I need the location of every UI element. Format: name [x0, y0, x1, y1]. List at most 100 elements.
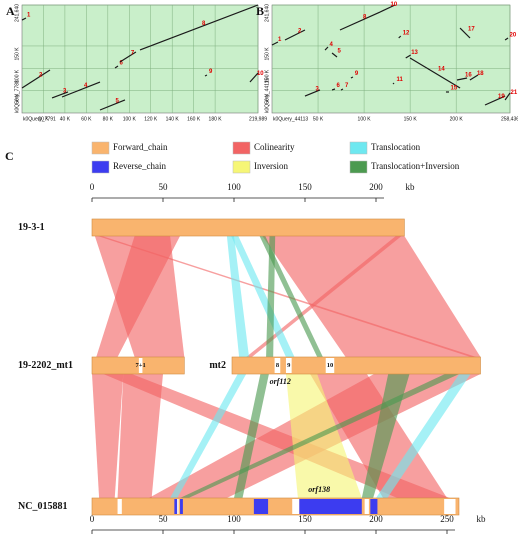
segment-label: 1 [278, 37, 282, 43]
legend-label: Inversion [254, 161, 288, 171]
chain-segment [253, 499, 269, 514]
segment-label: 9 [209, 69, 213, 75]
synteny-ribbon [180, 374, 460, 498]
legend-swatch [349, 141, 368, 155]
segment-label: 11 [397, 77, 404, 83]
y-tick-label: 241,640 [14, 4, 20, 22]
segment-label: 14 [438, 67, 445, 73]
chromosome-bar [91, 497, 460, 516]
tick-label: 150 [298, 514, 312, 524]
legend-swatch [91, 160, 110, 174]
x-tick-label: 20 K [38, 116, 49, 122]
alignment-segment [340, 88, 344, 91]
alignment-segment [405, 54, 412, 59]
alignment-segment [21, 17, 27, 21]
alignment-segment [99, 99, 126, 111]
y-axis-label: k0Query_7788 [14, 80, 20, 113]
legend-label: Colinearity [254, 142, 295, 152]
x-tick-label: 120 K [144, 116, 158, 122]
segment-label: 15 [450, 86, 457, 92]
synteny-ribbon [170, 374, 247, 498]
legend-swatch [232, 141, 251, 155]
alignment-segment [284, 29, 306, 41]
track-name: 19-3-1 [18, 222, 45, 233]
segment-label: 20 [510, 33, 517, 39]
panel-label: B [256, 4, 264, 18]
panel-label: A [6, 4, 15, 18]
segment-label: 10 [257, 71, 264, 77]
segment-label: 16 [465, 73, 472, 79]
chromosome-bar [91, 356, 185, 375]
tick-label: 0 [90, 514, 95, 524]
alignment-segment [392, 82, 395, 85]
x-tick-label: 60 K [81, 116, 92, 122]
segment-label: 5 [115, 99, 119, 105]
region-label: 10 [327, 362, 334, 369]
alignment-segment [139, 4, 259, 51]
synteny-ribbon [231, 236, 295, 357]
x-tick-label: 150 K [404, 116, 418, 122]
segment-label: 21 [511, 90, 518, 96]
alignment-segment [61, 81, 101, 98]
x-axis-label: k0Query_7791 [23, 116, 56, 122]
segment-label: 12 [403, 31, 410, 37]
chain-segment [138, 358, 143, 373]
segment-label: 2 [39, 73, 43, 79]
alignment-segment [119, 51, 137, 63]
segment-label: 3 [315, 87, 319, 93]
alignment-segment [51, 91, 69, 99]
x-axis-label: k0Query_44113 [273, 116, 308, 122]
synteny-ribbon [259, 236, 323, 357]
legend-label: Reverse_chain [113, 161, 166, 171]
tick-label: 0 [90, 182, 95, 192]
synteny-ribbon [96, 236, 181, 357]
x-tick-label: 100 K [123, 116, 137, 122]
legend-swatch [349, 160, 368, 174]
region-label: 7+1 [136, 362, 146, 369]
chromosome-bar [231, 356, 481, 375]
synteny-ribbon [361, 374, 410, 498]
x-tick-label: 40 K [60, 116, 71, 122]
chain-segment [180, 499, 183, 514]
synteny-ribbon [246, 236, 402, 357]
alignment-segment [324, 46, 329, 51]
alignment-segment [114, 65, 119, 69]
tick-label: 50 [159, 514, 169, 524]
x-tick-label: 200 K [450, 116, 464, 122]
alignment-segment [339, 11, 381, 31]
legend-swatch [232, 160, 251, 174]
chain-segment [174, 499, 178, 514]
x-tick-label: 219,989 [249, 116, 267, 122]
alignment-segment [484, 95, 506, 106]
y-tick-label: 100 K [264, 69, 270, 83]
alignment-segment [21, 69, 51, 89]
panel-label: C [5, 149, 14, 163]
alignment-segment [331, 88, 336, 91]
x-tick-label: 50 K [313, 116, 324, 122]
segment-label: 4 [84, 83, 88, 89]
tick-label: 200 [369, 514, 383, 524]
x-tick-label: 258,436 [501, 116, 518, 122]
tick-label: 150 [298, 182, 312, 192]
tick-label: 100 [227, 514, 241, 524]
x-tick-label: 80 K [103, 116, 114, 122]
segment-label: 8 [363, 15, 367, 21]
segment-label: 2 [298, 29, 302, 35]
alignment-segment [379, 4, 396, 13]
segment-label: 13 [411, 50, 418, 56]
chain-segment [444, 499, 456, 514]
synteny-ribbon [97, 236, 477, 357]
segment-label: 5 [338, 49, 342, 55]
synteny-ribbon [92, 374, 124, 498]
tick-label: 50 [159, 182, 169, 192]
alignment-segment [271, 41, 279, 46]
alignment-segment [504, 92, 511, 101]
track-name: mt2 [209, 360, 226, 371]
segment-label: 18 [477, 71, 484, 77]
segment-label: 7 [131, 51, 135, 57]
axis-unit: kb [477, 514, 487, 524]
segment-label: 6 [120, 61, 124, 67]
